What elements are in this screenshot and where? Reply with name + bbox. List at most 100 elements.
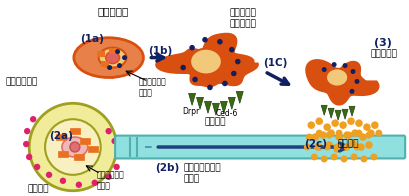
Circle shape bbox=[321, 67, 326, 72]
Circle shape bbox=[115, 151, 121, 157]
Circle shape bbox=[102, 40, 108, 46]
Circle shape bbox=[362, 123, 370, 131]
Circle shape bbox=[113, 164, 119, 170]
Text: (2a): (2a) bbox=[49, 131, 73, 141]
Circle shape bbox=[125, 44, 131, 50]
Polygon shape bbox=[327, 108, 333, 118]
Text: (2c): (2c) bbox=[303, 139, 326, 149]
Text: (1b): (1b) bbox=[148, 46, 172, 56]
Circle shape bbox=[79, 44, 86, 51]
Circle shape bbox=[26, 154, 32, 160]
Polygon shape bbox=[80, 138, 90, 144]
Polygon shape bbox=[88, 146, 97, 152]
Circle shape bbox=[34, 164, 40, 170]
Circle shape bbox=[346, 117, 354, 125]
Circle shape bbox=[366, 129, 374, 137]
Polygon shape bbox=[188, 93, 195, 105]
Circle shape bbox=[107, 65, 112, 70]
Text: (1a): (1a) bbox=[80, 34, 103, 44]
Circle shape bbox=[217, 39, 222, 44]
Circle shape bbox=[310, 153, 317, 161]
Polygon shape bbox=[156, 34, 257, 86]
Circle shape bbox=[323, 143, 330, 151]
Circle shape bbox=[109, 72, 115, 79]
Polygon shape bbox=[334, 110, 340, 120]
Circle shape bbox=[364, 141, 372, 149]
Circle shape bbox=[202, 37, 207, 43]
Ellipse shape bbox=[99, 48, 126, 68]
Circle shape bbox=[354, 79, 359, 84]
Ellipse shape bbox=[326, 69, 347, 86]
Circle shape bbox=[342, 63, 347, 68]
Polygon shape bbox=[320, 105, 326, 115]
Circle shape bbox=[315, 130, 322, 137]
Circle shape bbox=[189, 45, 194, 50]
Circle shape bbox=[307, 121, 314, 129]
Text: (3): (3) bbox=[373, 38, 391, 48]
Circle shape bbox=[311, 133, 318, 141]
Circle shape bbox=[353, 143, 360, 151]
Circle shape bbox=[315, 143, 322, 151]
Polygon shape bbox=[56, 134, 66, 140]
Circle shape bbox=[333, 143, 340, 151]
Circle shape bbox=[88, 66, 94, 73]
Circle shape bbox=[331, 62, 336, 67]
Circle shape bbox=[76, 181, 82, 188]
Circle shape bbox=[343, 143, 350, 151]
Circle shape bbox=[315, 117, 322, 125]
Ellipse shape bbox=[190, 49, 221, 74]
Circle shape bbox=[29, 103, 116, 191]
Circle shape bbox=[342, 131, 350, 139]
Polygon shape bbox=[204, 101, 211, 113]
Circle shape bbox=[370, 121, 378, 129]
Circle shape bbox=[375, 130, 381, 137]
Polygon shape bbox=[97, 51, 104, 57]
Circle shape bbox=[115, 49, 120, 54]
Circle shape bbox=[355, 130, 362, 137]
Polygon shape bbox=[348, 106, 354, 116]
Polygon shape bbox=[70, 128, 80, 134]
Text: エクダイソン
受容体: エクダイソン 受容体 bbox=[138, 77, 166, 97]
Circle shape bbox=[340, 155, 347, 162]
Ellipse shape bbox=[62, 137, 88, 157]
Text: Ced-6: Ced-6 bbox=[216, 109, 238, 118]
Ellipse shape bbox=[106, 52, 119, 64]
Circle shape bbox=[319, 131, 326, 139]
Circle shape bbox=[350, 153, 357, 161]
Circle shape bbox=[119, 68, 126, 75]
Text: エクダイソン: エクダイソン bbox=[5, 77, 38, 86]
Circle shape bbox=[230, 71, 236, 76]
Circle shape bbox=[24, 128, 30, 134]
Circle shape bbox=[356, 143, 364, 151]
Polygon shape bbox=[58, 151, 68, 157]
Circle shape bbox=[325, 141, 332, 149]
Circle shape bbox=[303, 143, 310, 151]
Circle shape bbox=[323, 123, 330, 131]
Text: グリア細胞
（食細胞）: グリア細胞 （食細胞） bbox=[229, 8, 256, 28]
Circle shape bbox=[85, 53, 92, 59]
Circle shape bbox=[333, 145, 340, 153]
Polygon shape bbox=[306, 60, 378, 104]
Polygon shape bbox=[74, 154, 83, 160]
Circle shape bbox=[90, 39, 97, 45]
Circle shape bbox=[326, 129, 334, 137]
Circle shape bbox=[91, 180, 98, 186]
Circle shape bbox=[30, 116, 36, 122]
Circle shape bbox=[345, 132, 352, 139]
Circle shape bbox=[229, 47, 234, 53]
Text: (2b): (2b) bbox=[155, 163, 179, 173]
Polygon shape bbox=[220, 101, 227, 113]
Text: (1C): (1C) bbox=[263, 58, 287, 68]
Circle shape bbox=[207, 85, 212, 90]
Text: 神経細胞: 神経細胞 bbox=[27, 185, 49, 194]
Circle shape bbox=[350, 69, 355, 74]
Circle shape bbox=[122, 55, 127, 60]
Circle shape bbox=[81, 60, 87, 67]
Text: 神経線維: 神経線維 bbox=[204, 117, 225, 126]
Circle shape bbox=[45, 119, 101, 175]
Polygon shape bbox=[228, 97, 235, 109]
Polygon shape bbox=[212, 103, 219, 115]
Polygon shape bbox=[341, 109, 347, 119]
Circle shape bbox=[111, 138, 117, 144]
Circle shape bbox=[330, 153, 337, 161]
